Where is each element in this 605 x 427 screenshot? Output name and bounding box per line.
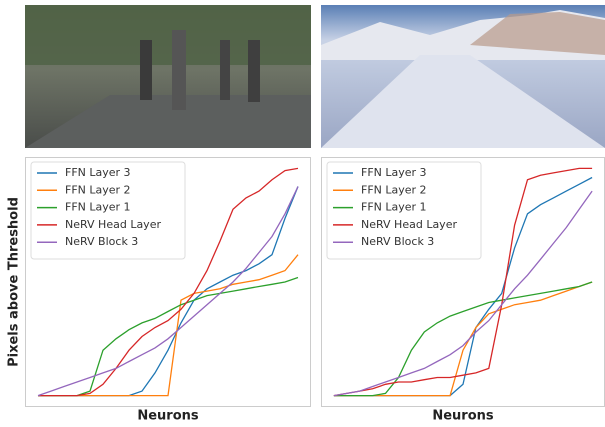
legend-label: NeRV Head Layer xyxy=(65,218,161,231)
legend-label: NeRV Head Layer xyxy=(361,218,457,231)
street-photo xyxy=(25,5,311,148)
legend-box xyxy=(30,161,186,260)
line xyxy=(333,190,593,397)
legend-label: NeRV Block 3 xyxy=(361,235,434,248)
line xyxy=(333,167,593,397)
legend-label: FFN Layer 1 xyxy=(65,201,131,214)
x-axis-label: Neurons xyxy=(137,409,199,424)
legend-label: FFN Layer 2 xyxy=(65,183,131,196)
line xyxy=(37,186,299,397)
line xyxy=(38,167,299,397)
legend-label: FFN Layer 3 xyxy=(361,166,427,179)
legend-label: FFN Layer 3 xyxy=(65,166,131,179)
x-axis-label: Neurons xyxy=(432,409,494,424)
line xyxy=(38,254,299,397)
snow-photo xyxy=(321,5,605,148)
plot-frame xyxy=(25,157,311,407)
legend-label: NeRV Block 3 xyxy=(65,235,138,248)
line xyxy=(38,276,299,397)
legend-label: FFN Layer 2 xyxy=(361,183,427,196)
line xyxy=(333,281,593,397)
legend-label: FFN Layer 1 xyxy=(361,201,427,214)
legend-box xyxy=(326,161,482,260)
line xyxy=(333,281,593,397)
y-axis-label: Pixels above Threshold xyxy=(7,197,22,367)
